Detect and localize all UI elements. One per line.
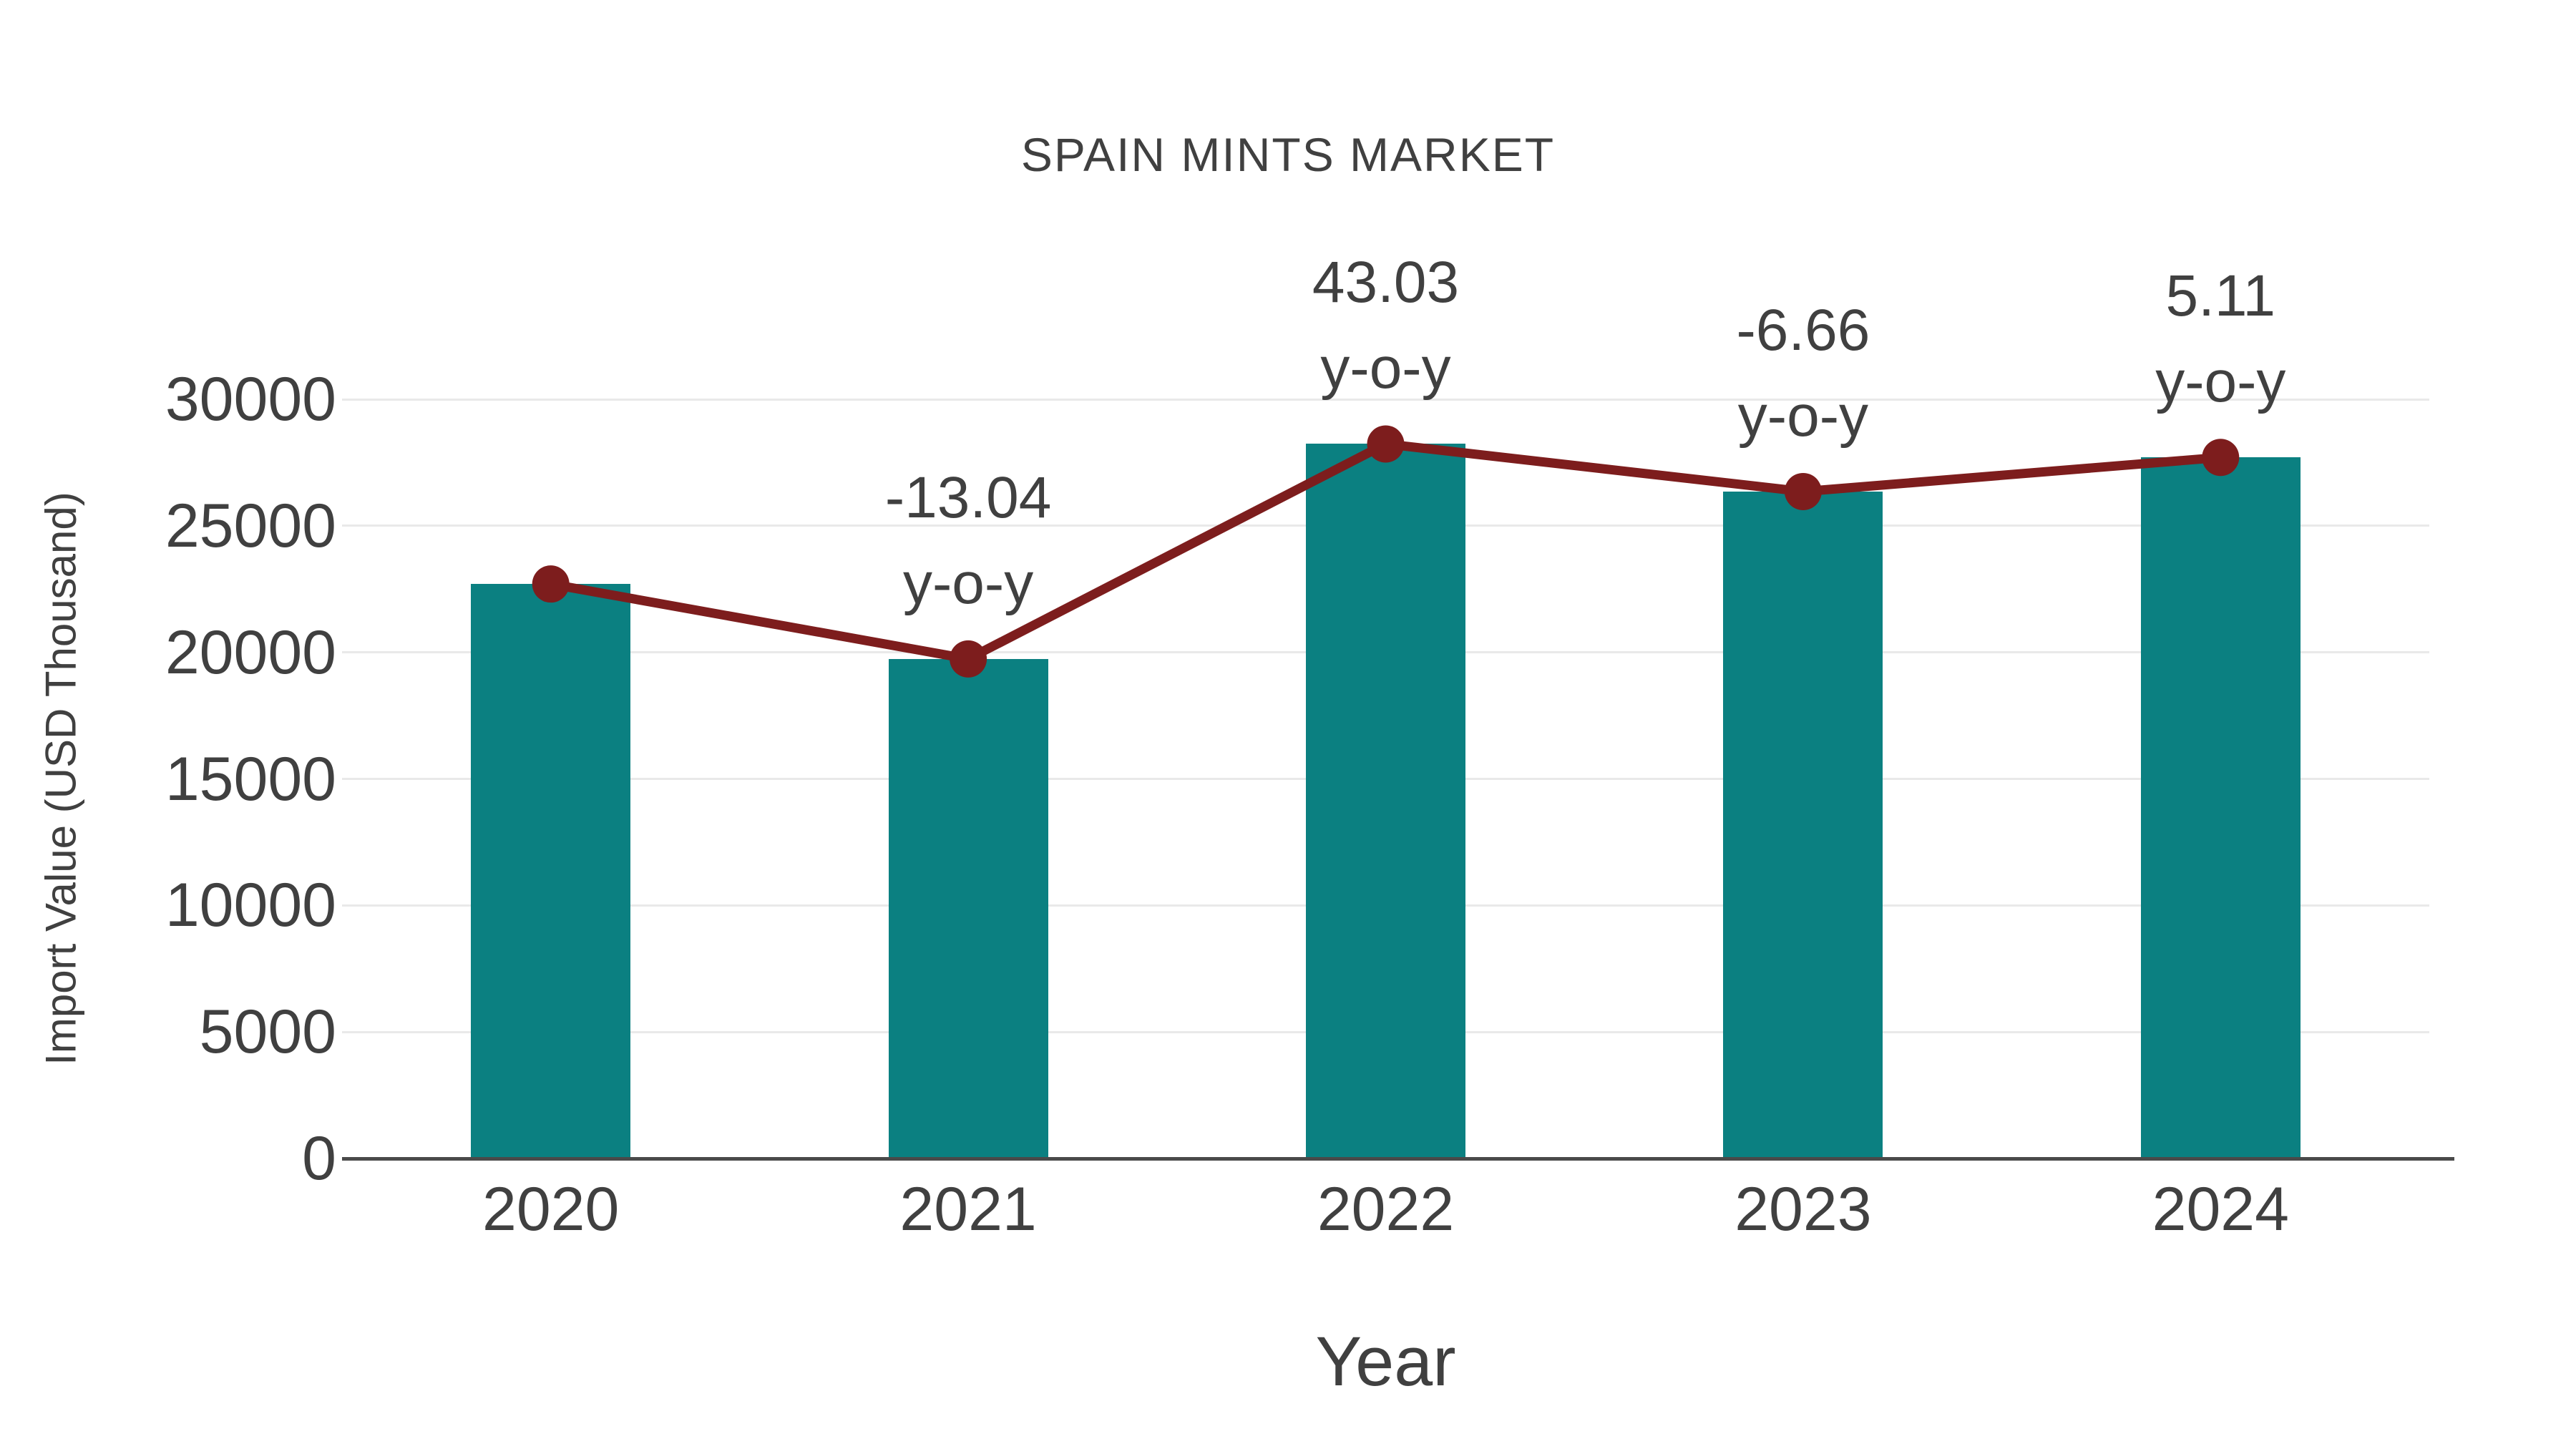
- y-tick-label: 25000: [165, 491, 336, 560]
- bar-2024: [2140, 457, 2301, 1158]
- data-point-marker-2020: [532, 565, 570, 603]
- data-point-marker-2022: [1367, 425, 1405, 463]
- y-tick-label: 15000: [165, 744, 336, 814]
- bar-2021: [888, 658, 1048, 1158]
- x-tick-label-2021: 2021: [899, 1175, 1037, 1244]
- y-tick-label: 30000: [165, 365, 336, 434]
- yoy-annotation-suffix-2022: y-o-y: [1320, 336, 1451, 401]
- yoy-annotation-value-2023: -6.66: [1736, 297, 1870, 363]
- bar-2020: [471, 584, 631, 1158]
- y-tick-label: 10000: [165, 871, 336, 940]
- x-tick-label-2023: 2023: [1735, 1175, 1872, 1244]
- yoy-annotation-suffix-2021: y-o-y: [902, 550, 1034, 616]
- y-tick-label: 0: [302, 1124, 336, 1193]
- data-point-marker-2023: [1784, 472, 1822, 510]
- y-tick-label: 20000: [165, 618, 336, 687]
- bar-2023: [1723, 491, 1883, 1158]
- chart-title: SPAIN MINTS MARKET: [1020, 128, 1556, 181]
- yoy-annotation-value-2024: 5.11: [2165, 263, 2276, 329]
- yoy-annotation-value-2022: 43.03: [1312, 250, 1460, 316]
- bar-2022: [1306, 444, 1465, 1158]
- yoy-annotation-value-2021: -13.04: [884, 464, 1052, 530]
- gridline: [342, 398, 2429, 401]
- yoy-annotation-suffix-2023: y-o-y: [1737, 383, 1868, 449]
- x-tick-label-2022: 2022: [1317, 1175, 1455, 1244]
- x-tick-label-2024: 2024: [2152, 1175, 2289, 1244]
- yoy-annotation-suffix-2024: y-o-y: [2155, 349, 2286, 415]
- data-point-marker-2021: [950, 640, 987, 678]
- y-tick-label: 5000: [199, 997, 336, 1067]
- x-axis-line: [342, 1157, 2454, 1161]
- x-axis-title: Year: [1315, 1322, 1456, 1400]
- x-tick-label-2020: 2020: [482, 1175, 620, 1244]
- data-point-marker-2024: [2202, 439, 2240, 477]
